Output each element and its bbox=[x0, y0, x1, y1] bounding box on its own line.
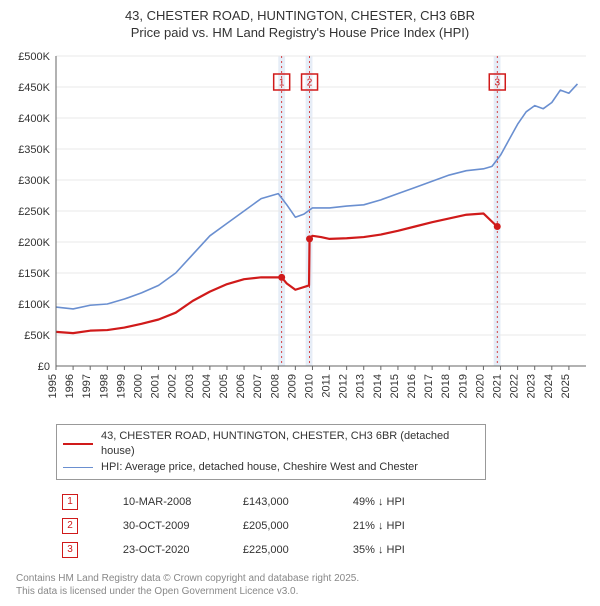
legend: 43, CHESTER ROAD, HUNTINGTON, CHESTER, C… bbox=[56, 424, 486, 480]
y-tick-label: £400K bbox=[18, 113, 50, 125]
x-tick-label: 2007 bbox=[252, 374, 264, 398]
x-tick-label: 1999 bbox=[115, 374, 127, 398]
x-tick-label: 2024 bbox=[543, 374, 555, 398]
attribution-line2: This data is licensed under the Open Gov… bbox=[16, 586, 298, 597]
sale-delta: 35% ↓ HPI bbox=[347, 538, 486, 562]
sale-date: 23-OCT-2020 bbox=[117, 538, 237, 562]
sale-marker-box: 2 bbox=[62, 518, 78, 534]
sale-price: £225,000 bbox=[237, 538, 347, 562]
sale-delta: 49% ↓ HPI bbox=[347, 490, 486, 514]
y-tick-label: £500K bbox=[18, 51, 50, 63]
x-tick-label: 2022 bbox=[509, 374, 521, 398]
sale-delta: 21% ↓ HPI bbox=[347, 514, 486, 538]
y-tick-label: £150K bbox=[18, 268, 50, 280]
sale-price: £143,000 bbox=[237, 490, 347, 514]
x-tick-label: 2014 bbox=[372, 374, 384, 398]
x-tick-label: 2018 bbox=[440, 374, 452, 398]
x-tick-label: 2020 bbox=[474, 374, 486, 398]
sale-marker-box: 1 bbox=[62, 494, 78, 510]
x-tick-label: 2015 bbox=[389, 374, 401, 398]
sales-row: 2 30-OCT-2009£205,00021% ↓ HPI bbox=[56, 514, 486, 538]
x-tick-label: 2017 bbox=[423, 374, 435, 398]
chart-svg: £0 £50K £100K £150K £200K £250K £300K £350K £400… bbox=[8, 48, 592, 418]
attribution: Contains HM Land Registry data © Crown c… bbox=[16, 572, 592, 598]
x-tick-label: 2003 bbox=[184, 374, 196, 398]
x-tick-label: 2016 bbox=[406, 374, 418, 398]
x-tick-label: 1997 bbox=[81, 374, 93, 398]
x-tick-label: 2001 bbox=[150, 374, 162, 398]
sales-table: 1 10-MAR-2008£143,00049% ↓ HPI 2 30-OCT-200… bbox=[56, 490, 486, 562]
x-tick-label: 2002 bbox=[167, 374, 179, 398]
y-tick-label: £300K bbox=[18, 175, 50, 187]
legend-label: 43, CHESTER ROAD, HUNTINGTON, CHESTER, C… bbox=[101, 429, 479, 460]
x-tick-label: 2009 bbox=[286, 374, 298, 398]
y-tick-label: £350K bbox=[18, 144, 50, 156]
sales-row: 3 23-OCT-2020£225,00035% ↓ HPI bbox=[56, 538, 486, 562]
sales-row: 1 10-MAR-2008£143,00049% ↓ HPI bbox=[56, 490, 486, 514]
legend-row: HPI: Average price, detached house, Ches… bbox=[63, 460, 479, 475]
sale-marker-number: 2 bbox=[307, 77, 313, 88]
sale-point bbox=[494, 223, 501, 230]
x-tick-label: 2006 bbox=[235, 374, 247, 398]
chart-plot-area: £0 £50K £100K £150K £200K £250K £300K £350K £400… bbox=[8, 48, 592, 418]
sale-marker-box: 3 bbox=[62, 542, 78, 558]
attribution-line1: Contains HM Land Registry data © Crown c… bbox=[16, 573, 359, 584]
x-tick-label: 2011 bbox=[321, 374, 333, 398]
sale-date: 30-OCT-2009 bbox=[117, 514, 237, 538]
x-tick-label: 2005 bbox=[218, 374, 230, 398]
x-tick-label: 2023 bbox=[526, 374, 538, 398]
sale-marker-number: 3 bbox=[494, 77, 500, 88]
chart-container: 43, CHESTER ROAD, HUNTINGTON, CHESTER, C… bbox=[0, 0, 600, 606]
x-tick-label: 2012 bbox=[338, 374, 350, 398]
x-tick-label: 2013 bbox=[355, 374, 367, 398]
x-tick-label: 1995 bbox=[47, 374, 59, 398]
x-tick-label: 1998 bbox=[98, 374, 110, 398]
y-tick-label: £450K bbox=[18, 82, 50, 94]
sale-point bbox=[278, 274, 285, 281]
legend-row: 43, CHESTER ROAD, HUNTINGTON, CHESTER, C… bbox=[63, 429, 479, 460]
x-tick-label: 2008 bbox=[269, 374, 281, 398]
legend-label: HPI: Average price, detached house, Ches… bbox=[101, 460, 418, 475]
title-line1: 43, CHESTER ROAD, HUNTINGTON, CHESTER, C… bbox=[125, 8, 475, 23]
y-tick-label: £100K bbox=[18, 299, 50, 311]
x-tick-label: 2021 bbox=[492, 374, 504, 398]
y-tick-label: £200K bbox=[18, 237, 50, 249]
x-tick-label: 2010 bbox=[303, 374, 315, 398]
sale-marker-number: 1 bbox=[279, 77, 285, 88]
sale-price: £205,000 bbox=[237, 514, 347, 538]
x-tick-label: 1996 bbox=[64, 374, 76, 398]
chart-title: 43, CHESTER ROAD, HUNTINGTON, CHESTER, C… bbox=[8, 8, 592, 42]
y-tick-label: £50K bbox=[24, 330, 50, 342]
x-tick-label: 2000 bbox=[132, 374, 144, 398]
sale-point bbox=[306, 235, 313, 242]
legend-swatch bbox=[63, 467, 93, 468]
x-tick-label: 2025 bbox=[560, 374, 572, 398]
x-tick-label: 2004 bbox=[201, 374, 213, 398]
y-tick-label: £0 bbox=[38, 361, 50, 373]
title-line2: Price paid vs. HM Land Registry's House … bbox=[131, 25, 469, 40]
y-tick-label: £250K bbox=[18, 206, 50, 218]
sale-date: 10-MAR-2008 bbox=[117, 490, 237, 514]
x-tick-label: 2019 bbox=[457, 374, 469, 398]
legend-swatch bbox=[63, 443, 93, 445]
